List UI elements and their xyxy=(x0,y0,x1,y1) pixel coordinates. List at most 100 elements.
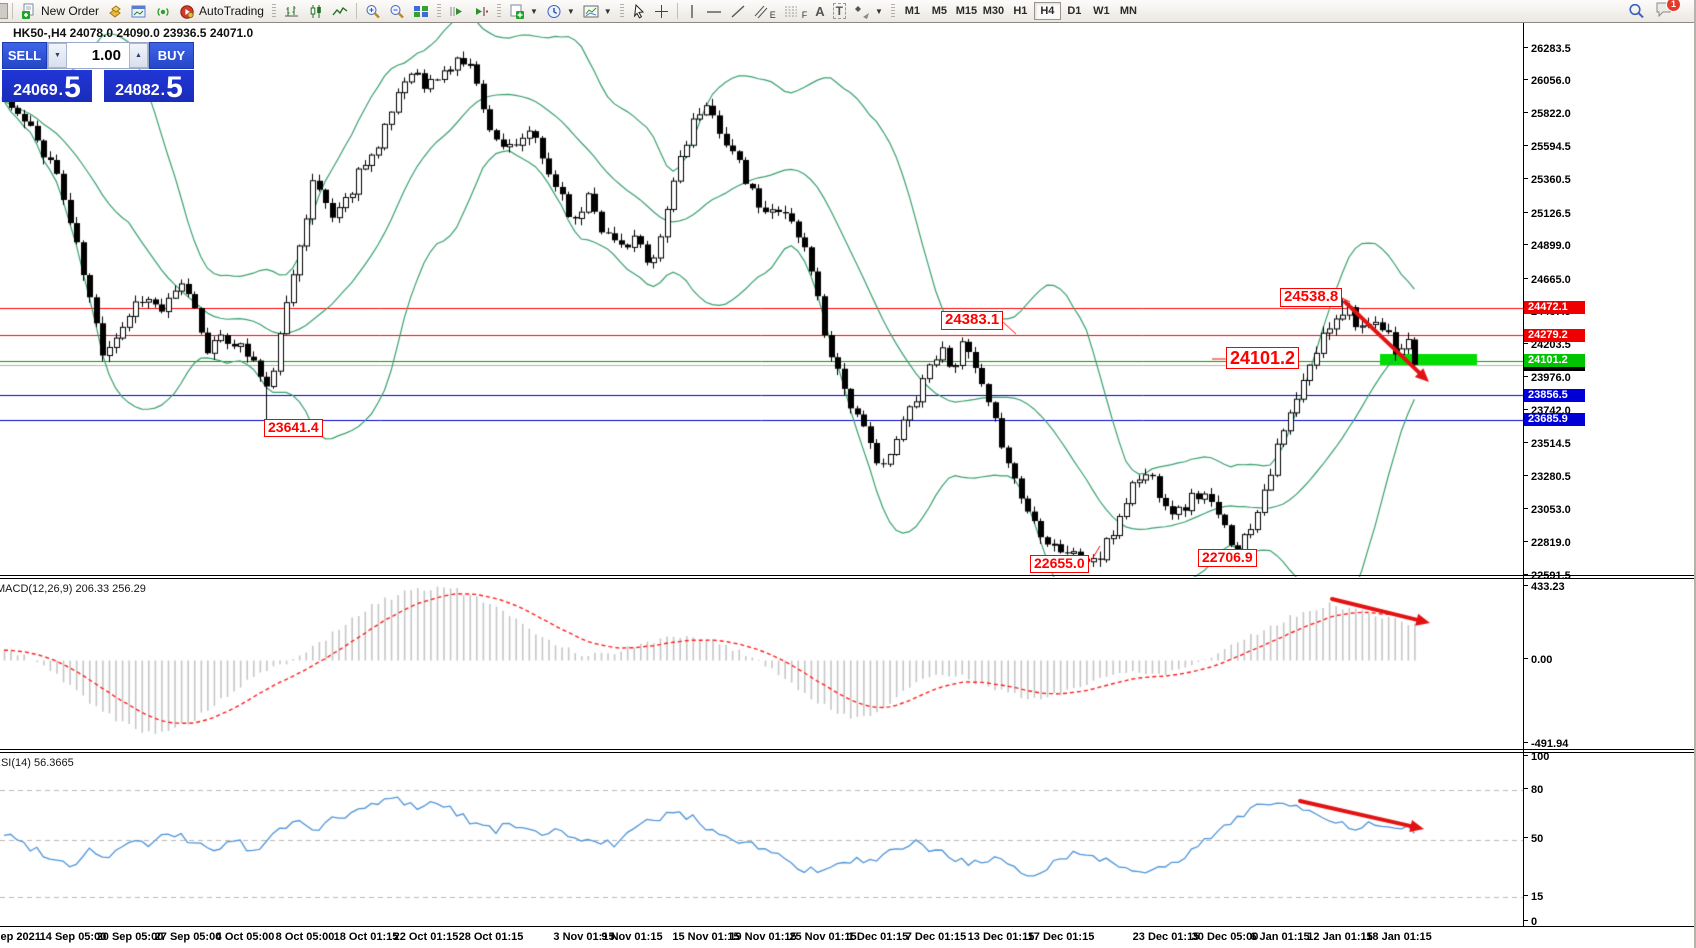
timeframe-m15[interactable]: M15 xyxy=(955,5,978,17)
bar-chart-button[interactable] xyxy=(280,2,304,21)
auto-scroll-icon xyxy=(450,6,462,16)
cursor-tool-button[interactable] xyxy=(628,2,650,21)
autotrading-button[interactable]: AutoTrading xyxy=(175,2,268,21)
clock-icon xyxy=(547,4,561,18)
timeframe-m30[interactable]: M30 xyxy=(982,5,1005,17)
price-axis-tag: 24472.1 xyxy=(1524,301,1585,315)
trendline-tool-button[interactable] xyxy=(726,2,750,21)
timeframe-d1[interactable]: D1 xyxy=(1067,5,1082,17)
signal-icon xyxy=(157,7,169,16)
candlestick-button[interactable] xyxy=(304,2,328,21)
macd-indicator-label: MACD(12,26,9) 206.33 256.29 xyxy=(0,583,146,595)
new-chart-button[interactable]: ▼ xyxy=(505,2,542,21)
periods-button[interactable]: ▼ xyxy=(542,2,579,21)
line-chart-icon xyxy=(332,6,348,15)
volume-input[interactable] xyxy=(67,43,129,68)
time-axis-label: 9 Nov 01:15 xyxy=(601,931,663,943)
chart-title: HK50-,H4 24078.0 24090.0 23936.5 24071.0 xyxy=(13,26,254,40)
tile-windows-icon xyxy=(413,5,428,17)
price-annotation[interactable]: 24383.1 xyxy=(941,311,1004,330)
toolbar: New Order AutoTrading ▼ ▼ ▼ xyxy=(0,0,1696,23)
dropdown-caret-icon: ▼ xyxy=(529,6,538,16)
buy-price-display[interactable]: 24082. 5 xyxy=(104,70,194,104)
sell-price-display[interactable]: 24069. 5 xyxy=(2,70,92,103)
shapes-tool-button[interactable]: ▼ xyxy=(850,2,887,21)
chart-window-icon xyxy=(131,5,146,17)
price-annotation[interactable]: 22706.9 xyxy=(1198,549,1257,567)
price-axis[interactable]: 26283.5 26056.0 25822.0 25594.5 25360.5 25126… xyxy=(1524,23,1696,929)
rsi-axis-tick: 0 xyxy=(1524,916,1537,929)
price-axis-tick: 23976.0 xyxy=(1524,372,1571,385)
dropdown-caret-icon: ▼ xyxy=(566,6,575,16)
zoom-in-icon xyxy=(366,4,380,18)
search-icon[interactable] xyxy=(1628,3,1645,19)
volume-decrease-button[interactable]: ▼ xyxy=(48,43,67,68)
chart-shift-button[interactable] xyxy=(469,2,493,21)
time-axis-label: 30 Dec 05:00 xyxy=(1191,931,1259,943)
panel-separator[interactable] xyxy=(0,749,1696,750)
main-chart-canvas[interactable] xyxy=(0,23,1523,577)
line-chart-button[interactable] xyxy=(328,2,352,21)
text-tool-button[interactable]: A xyxy=(811,2,828,21)
price-axis-tick: 25594.5 xyxy=(1524,141,1571,154)
signals-button[interactable] xyxy=(151,2,175,21)
time-axis-label: 6 Jan 01:15 xyxy=(1250,931,1310,943)
macd-axis-tick: -491.94 xyxy=(1524,738,1568,751)
volume-increase-button[interactable]: ▲ xyxy=(129,43,148,68)
chart-shift-icon xyxy=(475,6,488,16)
templates-button[interactable]: ▼ xyxy=(579,2,616,21)
timeframe-m1[interactable]: M1 xyxy=(904,5,921,17)
channel-tool-button[interactable]: E xyxy=(750,2,780,21)
time-axis-label: 19 Nov 01:15 xyxy=(729,931,797,943)
price-axis-tick: 24665.0 xyxy=(1524,274,1571,287)
timeframe-w1[interactable]: W1 xyxy=(1093,5,1110,17)
timeframe-m5[interactable]: M5 xyxy=(931,5,948,17)
tile-windows-button[interactable] xyxy=(409,2,433,21)
buy-button[interactable]: BUY xyxy=(149,42,194,69)
buy-price-dec: 5 xyxy=(166,71,183,104)
candlestick-icon xyxy=(310,4,321,18)
time-axis-label: 18 Oct 01:15 xyxy=(333,931,399,943)
rsi-axis-tick: 15 xyxy=(1524,891,1543,904)
price-annotation[interactable]: 24538.8 xyxy=(1280,288,1343,307)
time-axis-label: 3 Nov 01:15 xyxy=(553,931,615,943)
crosshair-icon xyxy=(654,4,668,18)
new-order-button[interactable]: New Order xyxy=(17,2,103,21)
time-axis-label: 23 Dec 01:15 xyxy=(1132,931,1200,943)
hline-tool-button[interactable] xyxy=(702,2,726,21)
price-axis-tick: 23514.5 xyxy=(1524,438,1571,451)
crosshair-tool-button[interactable] xyxy=(650,2,673,21)
price-axis-tick: 24203.5 xyxy=(1524,339,1571,352)
sell-button[interactable]: SELL xyxy=(2,42,47,69)
auto-scroll-button[interactable] xyxy=(445,2,469,21)
price-axis-border xyxy=(1523,23,1524,926)
price-axis-tick: 25360.5 xyxy=(1524,174,1571,187)
time-axis-label: 20 Sep 05:00 xyxy=(96,931,164,943)
vline-tool-button[interactable] xyxy=(682,2,702,21)
zoom-out-button[interactable] xyxy=(385,2,409,21)
timeframe-mn[interactable]: MN xyxy=(1119,5,1137,17)
price-annotation[interactable]: 23641.4 xyxy=(264,419,323,437)
rsi-panel-canvas[interactable] xyxy=(0,753,1523,926)
price-annotation[interactable]: 24101.2 xyxy=(1226,347,1300,370)
price-annotation[interactable]: 22655.0 xyxy=(1030,555,1089,573)
macd-panel-canvas[interactable] xyxy=(0,579,1523,749)
price-axis-tick: 26283.5 xyxy=(1524,43,1571,56)
gold-button[interactable] xyxy=(103,2,127,21)
time-axis-label: 4 Oct 05:00 xyxy=(215,931,275,943)
horizontal-line-icon xyxy=(706,10,721,13)
price-axis-tag: 24279.2 xyxy=(1524,328,1585,342)
new-chart-icon xyxy=(510,4,524,19)
fibonacci-tool-button[interactable]: F xyxy=(780,2,812,21)
volume-stepper: ▼ ▲ xyxy=(47,42,149,69)
time-axis-label: 13 Dec 01:15 xyxy=(967,931,1035,943)
panel-separator[interactable] xyxy=(0,575,1696,576)
price-axis-tick: 25822.0 xyxy=(1524,108,1571,121)
timeframe-h4[interactable]: H4 xyxy=(1033,2,1061,20)
label-tool-button[interactable]: T xyxy=(829,2,850,21)
notifications-button[interactable]: 1 xyxy=(1655,0,1681,22)
market-watch-button[interactable] xyxy=(127,2,151,21)
zoom-in-button[interactable] xyxy=(361,2,385,21)
timeframe-h1[interactable]: H1 xyxy=(1013,5,1028,17)
